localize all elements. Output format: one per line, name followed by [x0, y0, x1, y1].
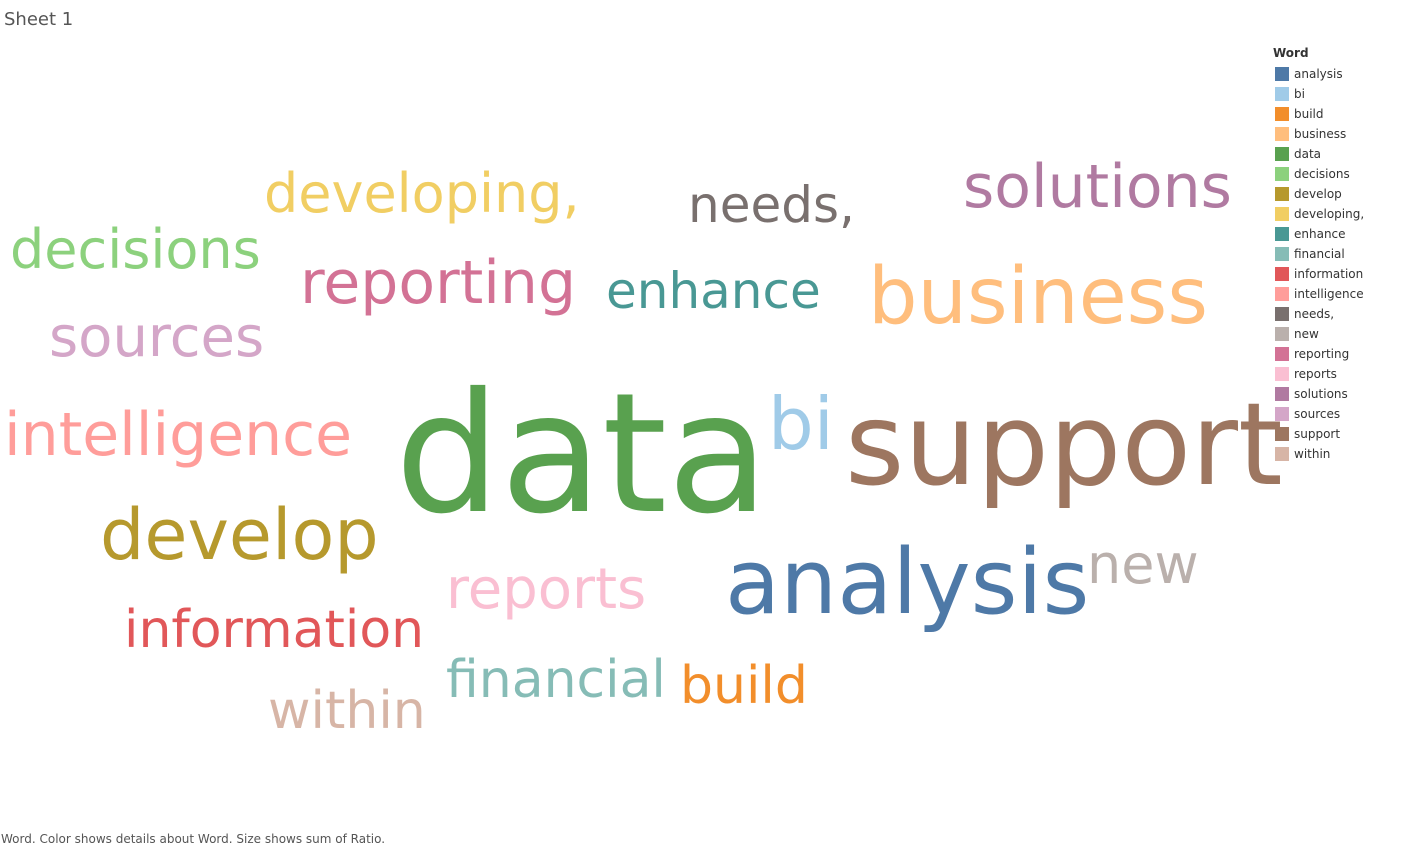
legend-item[interactable]: new	[1273, 324, 1408, 344]
legend-item[interactable]: intelligence	[1273, 284, 1408, 304]
word-bi[interactable]: bi	[768, 382, 834, 466]
legend-item[interactable]: enhance	[1273, 224, 1408, 244]
legend-item[interactable]: bi	[1273, 84, 1408, 104]
legend-swatch	[1275, 247, 1289, 261]
word-business[interactable]: business	[868, 252, 1208, 342]
legend-swatch	[1275, 407, 1289, 421]
word-reports[interactable]: reports	[446, 557, 647, 622]
legend-swatch	[1275, 267, 1289, 281]
legend-label: needs,	[1294, 307, 1335, 321]
legend-swatch	[1275, 427, 1289, 441]
word-needs[interactable]: needs,	[688, 176, 855, 234]
word-intelligence[interactable]: intelligence	[4, 400, 353, 470]
word-develop[interactable]: develop	[100, 494, 379, 576]
legend-list: analysis bi build business data decisions deve…	[1273, 64, 1408, 464]
word-data[interactable]: data	[395, 358, 769, 551]
legend-label: reporting	[1294, 347, 1350, 361]
legend-item[interactable]: decisions	[1273, 164, 1408, 184]
legend-label: developing,	[1294, 207, 1365, 221]
legend-label: new	[1294, 327, 1319, 341]
legend-label: support	[1294, 427, 1341, 441]
legend-swatch	[1275, 287, 1289, 301]
legend-label: business	[1294, 127, 1347, 141]
caption: Word. Color shows details about Word. Si…	[1, 832, 386, 846]
legend-label: develop	[1294, 187, 1342, 201]
legend-item[interactable]: build	[1273, 104, 1408, 124]
legend: Word analysis bi build business data decision…	[1273, 46, 1408, 464]
legend-item[interactable]: analysis	[1273, 64, 1408, 84]
word-build[interactable]: build	[680, 656, 808, 716]
legend-swatch	[1275, 67, 1289, 81]
legend-item[interactable]: developing,	[1273, 204, 1408, 224]
legend-swatch	[1275, 447, 1289, 461]
word-enhance[interactable]: enhance	[606, 262, 821, 320]
legend-item[interactable]: needs,	[1273, 304, 1408, 324]
word-support[interactable]: support	[845, 378, 1283, 511]
legend-swatch	[1275, 167, 1289, 181]
legend-swatch	[1275, 207, 1289, 221]
legend-swatch	[1275, 387, 1289, 401]
legend-label: within	[1294, 447, 1331, 461]
legend-item[interactable]: information	[1273, 264, 1408, 284]
word-financial[interactable]: financial	[446, 650, 666, 710]
legend-item[interactable]: reporting	[1273, 344, 1408, 364]
word-analysis[interactable]: analysis	[725, 530, 1090, 635]
legend-label: decisions	[1294, 167, 1350, 181]
legend-swatch	[1275, 127, 1289, 141]
sheet-title: Sheet 1	[4, 9, 74, 30]
word-cloud: data support analysis business develop intell…	[4, 152, 1283, 741]
legend-swatch	[1275, 107, 1289, 121]
legend-swatch	[1275, 307, 1289, 321]
legend-item[interactable]: support	[1273, 424, 1408, 444]
legend-label: information	[1294, 267, 1364, 281]
legend-item[interactable]: data	[1273, 144, 1408, 164]
legend-swatch	[1275, 347, 1289, 361]
legend-item[interactable]: develop	[1273, 184, 1408, 204]
legend-label: financial	[1294, 247, 1345, 261]
word-developing[interactable]: developing,	[264, 162, 580, 225]
legend-item[interactable]: reports	[1273, 364, 1408, 384]
legend-label: reports	[1294, 367, 1337, 381]
legend-swatch	[1275, 327, 1289, 341]
word-decisions[interactable]: decisions	[10, 218, 261, 281]
legend-item[interactable]: sources	[1273, 404, 1408, 424]
legend-label: sources	[1294, 407, 1341, 421]
legend-item[interactable]: solutions	[1273, 384, 1408, 404]
legend-swatch	[1275, 147, 1289, 161]
legend-swatch	[1275, 227, 1289, 241]
legend-label: solutions	[1294, 387, 1348, 401]
legend-swatch	[1275, 367, 1289, 381]
legend-item[interactable]: business	[1273, 124, 1408, 144]
legend-label: build	[1294, 107, 1324, 121]
legend-label: intelligence	[1294, 287, 1364, 301]
legend-label: bi	[1294, 87, 1305, 101]
word-solutions[interactable]: solutions	[963, 152, 1232, 222]
legend-swatch	[1275, 87, 1289, 101]
word-sources[interactable]: sources	[49, 305, 265, 370]
legend-item[interactable]: financial	[1273, 244, 1408, 264]
legend-swatch	[1275, 187, 1289, 201]
word-new[interactable]: new	[1087, 533, 1199, 596]
word-information[interactable]: information	[124, 600, 425, 660]
word-reporting[interactable]: reporting	[300, 248, 577, 318]
legend-item[interactable]: within	[1273, 444, 1408, 464]
legend-label: enhance	[1294, 227, 1346, 241]
legend-label: analysis	[1294, 67, 1343, 81]
legend-title: Word	[1273, 46, 1309, 60]
word-within[interactable]: within	[268, 681, 426, 741]
legend-label: data	[1294, 147, 1322, 161]
